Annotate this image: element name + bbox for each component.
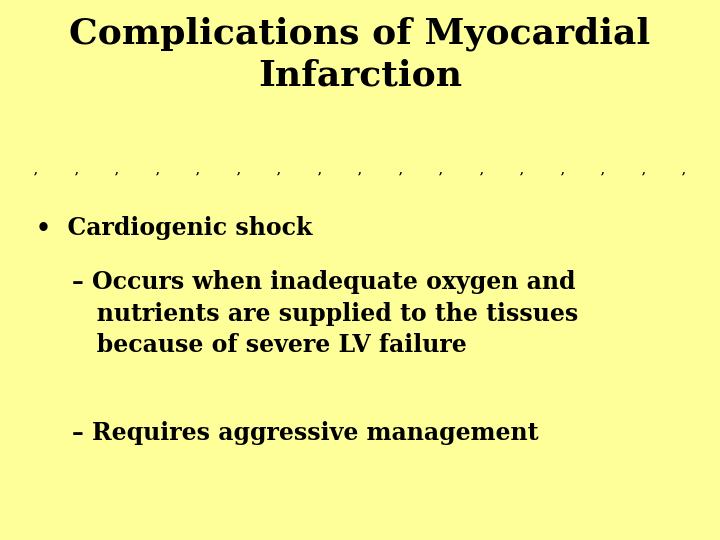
Text: – Requires aggressive management: – Requires aggressive management [72,421,539,445]
Text: ,: , [115,165,119,176]
Text: ,: , [520,165,524,176]
Text: ,: , [277,165,281,176]
Text: ,: , [399,165,402,176]
Text: ,: , [439,165,443,176]
Text: ,: , [75,165,78,176]
Text: ,: , [196,165,200,176]
Text: ,: , [561,165,564,176]
Text: ,: , [156,165,159,176]
Text: ,: , [642,165,645,176]
Text: ,: , [480,165,483,176]
Text: ,: , [318,165,321,176]
Text: •  Cardiogenic shock: • Cardiogenic shock [36,216,312,240]
Text: Complications of Myocardial
Infarction: Complications of Myocardial Infarction [69,16,651,93]
Text: ,: , [358,165,362,176]
Text: ,: , [34,165,38,176]
Text: ,: , [601,165,605,176]
Text: ,: , [682,165,686,176]
Text: ,: , [237,165,240,176]
Text: – Occurs when inadequate oxygen and
   nutrients are supplied to the tissues
   : – Occurs when inadequate oxygen and nutr… [72,270,578,357]
